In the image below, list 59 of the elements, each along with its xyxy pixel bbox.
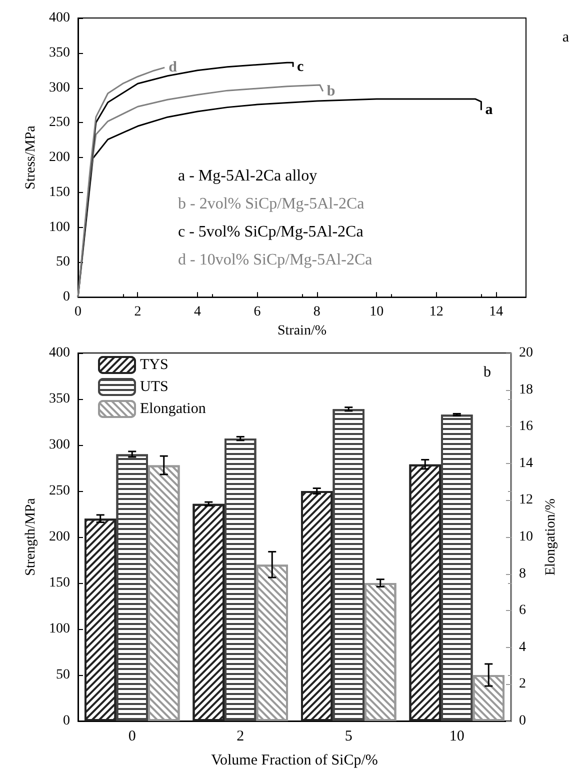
y-tick-label: 250 [49, 115, 70, 130]
y-tick-label: 400 [49, 346, 70, 360]
x-tick-label: 0 [74, 304, 82, 320]
x-tick-label: 8 [313, 304, 320, 320]
y-tick-label: 300 [49, 80, 70, 96]
y2-tick-label: 4 [519, 640, 526, 655]
series-label: b [326, 83, 336, 100]
y2-axis-title: Elongation/% [543, 498, 558, 576]
y2-tick-label: 16 [519, 419, 533, 434]
y-tick-label: 250 [49, 484, 70, 498]
y-tick-label: 50 [56, 668, 70, 682]
y-tick-label: 350 [49, 392, 70, 406]
x-axis-title: Strain/% [278, 324, 327, 338]
series-label: c [297, 58, 304, 75]
y2-tick-label: 0 [519, 714, 526, 728]
y2-tick-label: 6 [519, 603, 526, 618]
y2-tick-label: 20 [519, 346, 533, 360]
x-tick-label: 10 [449, 728, 464, 744]
series-label: a [485, 102, 494, 118]
x-tick-label: 2 [236, 728, 244, 744]
legend-label: UTS [140, 379, 168, 395]
x-tick-label: 10 [370, 304, 384, 320]
annotation: b - 2vol% SiCp/Mg-5Al-2Ca [178, 196, 364, 212]
y2-tick-label: 10 [519, 530, 533, 544]
text: a [562, 30, 570, 46]
x-tick-label: 12 [429, 304, 444, 320]
annotation: b [484, 364, 491, 380]
y-tick-label: 150 [49, 576, 70, 590]
y-tick-label: 300 [49, 438, 70, 452]
x-tick-label: 2 [134, 304, 142, 320]
y2-tick-label: 14 [519, 456, 533, 471]
y-axis-title: Strength/MPa [24, 497, 38, 576]
legend-label: Elongation [140, 401, 206, 417]
x-tick-label: 14 [489, 304, 504, 320]
y-tick-label: 150 [49, 184, 70, 200]
annotation: c - 5vol% SiCp/Mg-5Al-2Ca [178, 224, 364, 240]
x-tick-label: 0 [128, 728, 136, 744]
y2-tick-label: 8 [519, 566, 526, 582]
y-tick-label: 350 [49, 45, 70, 60]
annotation: a - Mg-5Al-2Ca alloy [178, 168, 318, 184]
y2-tick-label: 2 [519, 676, 526, 692]
y-tick-label: 400 [49, 10, 70, 26]
y-tick-label: 0 [63, 714, 70, 728]
y-tick-label: 50 [56, 254, 70, 270]
annotation: d - 10vol% SiCp/Mg-5Al-2Ca [178, 252, 372, 268]
y2-tick-label: 18 [519, 382, 533, 398]
y-tick-label: 100 [49, 622, 70, 636]
y-tick-label: 0 [63, 290, 70, 305]
x-tick-label: 6 [254, 304, 261, 320]
x-axis-title: Volume Fraction of SiCp/% [211, 752, 378, 768]
series-label: d [168, 60, 178, 76]
x-tick-label: 4 [194, 304, 201, 320]
x-tick-label: 5 [344, 728, 352, 744]
y-axis-title: Stress/MPa [24, 124, 38, 190]
y-tick-label: 200 [49, 530, 70, 544]
y-tick-label: 100 [49, 220, 70, 235]
y-tick-label: 200 [49, 150, 70, 166]
legend-label: TYS [140, 357, 168, 373]
y2-tick-label: 12 [519, 492, 533, 508]
